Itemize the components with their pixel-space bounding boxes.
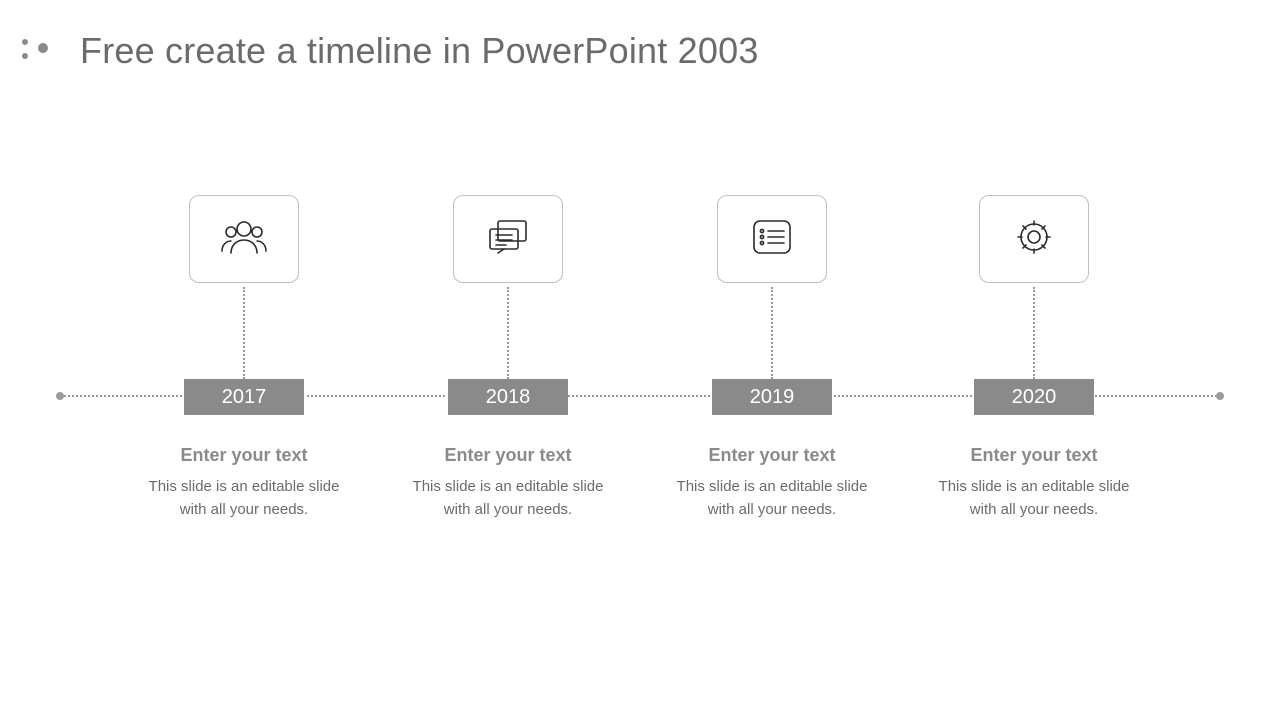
icon-box — [189, 195, 299, 283]
item-subtitle: Enter your text — [124, 445, 364, 466]
connector-line — [243, 287, 245, 379]
timeline-stage: 2017 Enter your text This slide is an ed… — [0, 140, 1280, 620]
gear-icon — [1010, 213, 1058, 266]
connector-line — [507, 287, 509, 379]
icon-box — [717, 195, 827, 283]
year-badge: 2017 — [184, 379, 304, 415]
icon-box — [453, 195, 563, 283]
item-subtitle: Enter your text — [914, 445, 1154, 466]
item-description: This slide is an editable slide with all… — [124, 476, 364, 521]
item-subtitle: Enter your text — [388, 445, 628, 466]
axis-end-dot — [1216, 392, 1224, 400]
item-description: This slide is an editable slide with all… — [652, 476, 892, 521]
year-badge: 2019 — [712, 379, 832, 415]
item-description: This slide is an editable slide with all… — [388, 476, 628, 521]
list-icon — [748, 213, 796, 266]
timeline-item: 2017 Enter your text This slide is an ed… — [124, 195, 364, 521]
item-description: This slide is an editable slide with all… — [914, 476, 1154, 521]
slide: Free create a timeline in PowerPoint 200… — [0, 0, 1280, 720]
title-bullet-icon — [20, 31, 60, 71]
connector-line — [771, 287, 773, 379]
year-badge: 2018 — [448, 379, 568, 415]
icon-box — [979, 195, 1089, 283]
people-icon — [220, 213, 268, 266]
timeline-item: 2019 Enter your text This slide is an ed… — [652, 195, 892, 521]
timeline-item: 2020 Enter your text This slide is an ed… — [914, 195, 1154, 521]
slide-title: Free create a timeline in PowerPoint 200… — [80, 30, 759, 72]
item-subtitle: Enter your text — [652, 445, 892, 466]
timeline-item: 2018 Enter your text This slide is an ed… — [388, 195, 628, 521]
axis-start-dot — [56, 392, 64, 400]
connector-line — [1033, 287, 1035, 379]
chat-icon — [484, 213, 532, 266]
title-row: Free create a timeline in PowerPoint 200… — [20, 30, 759, 72]
year-badge: 2020 — [974, 379, 1094, 415]
